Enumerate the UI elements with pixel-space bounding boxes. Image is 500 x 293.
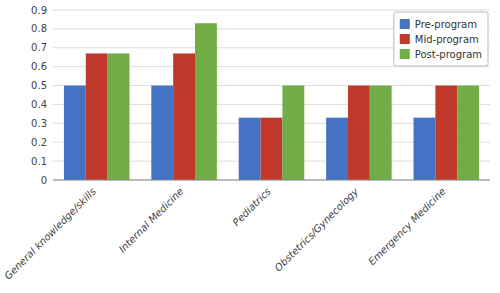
y-tick-label: 0.6: [31, 61, 47, 72]
legend-label: Post-program: [415, 49, 482, 60]
bar: [64, 86, 86, 180]
legend-swatch: [400, 19, 410, 29]
y-tick-label: 0.3: [31, 118, 47, 129]
bar: [348, 86, 370, 180]
grid: [53, 10, 490, 180]
y-tick-label: 0.1: [31, 156, 47, 167]
x-tick-label: General knowledge/skills: [2, 186, 98, 282]
y-tick-label: 0.8: [31, 23, 47, 34]
y-tick-label: 0.7: [31, 42, 47, 53]
y-tick-label: 0: [41, 175, 47, 186]
y-tick-label: 0.4: [31, 99, 47, 110]
bar: [261, 118, 283, 180]
legend-swatch: [400, 34, 410, 44]
x-axis: [53, 180, 490, 181]
grid-line: [53, 10, 490, 11]
bar: [435, 86, 457, 180]
x-tick-label: Pediatrics: [231, 186, 273, 228]
x-tick-label: Internal Medicine: [117, 186, 186, 255]
grid-line: [53, 180, 490, 181]
bar: [195, 23, 217, 180]
bar: [326, 118, 348, 180]
y-tick-label: 0.9: [31, 5, 47, 16]
x-tick-label: Emergency Medicine: [366, 186, 448, 268]
legend-swatch: [400, 49, 410, 59]
bar: [282, 86, 304, 180]
legend-label: Pre-program: [415, 19, 477, 30]
y-tick-label: 0.5: [31, 80, 47, 91]
bar: [108, 53, 130, 180]
legend: Pre-program Mid-program Post-program: [400, 19, 482, 60]
legend-box: [394, 12, 488, 66]
bar: [370, 86, 392, 180]
bar: [173, 53, 195, 180]
bar: [239, 118, 261, 180]
bar: [414, 118, 436, 180]
bar: [86, 53, 108, 180]
y-tick-label: 0.2: [31, 137, 47, 148]
chart: 0 0.1 0.2 0.3 0.4 0.5 0.6 0.7 0.8 0.9 General know…: [0, 0, 500, 293]
bar: [151, 86, 173, 180]
legend-label: Mid-program: [415, 34, 479, 45]
x-tick-label: Obstetrics/Gynecology: [272, 185, 361, 274]
bar: [457, 86, 479, 180]
